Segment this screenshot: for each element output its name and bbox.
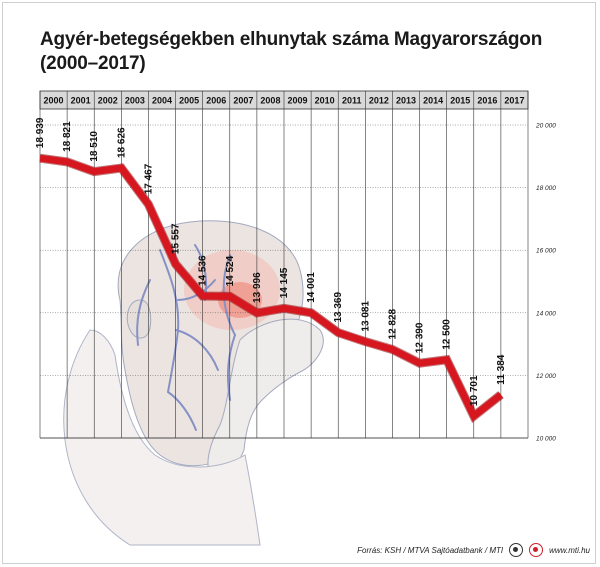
data-label: 18 939 [35,117,46,148]
x-tick-label: 2001 [71,96,91,106]
footer: Forrás: KSH / MTVA Sajtóadatbank / MTI w… [357,541,590,559]
website-link[interactable]: www.mti.hu [549,545,590,555]
data-label: 17 467 [143,163,154,194]
data-label: 14 524 [225,255,236,286]
data-label: 14 536 [198,255,209,286]
x-axis: 2000 2001 2002 2003 2004 2005 2006 2007 2008 2009… [44,96,525,106]
y-tick-label: 12 000 [536,373,556,380]
x-tick-label: 2004 [152,96,172,106]
data-label: 18 510 [89,131,100,162]
x-tick-label: 2011 [342,96,362,106]
y-tick-label: 18 000 [536,185,556,192]
x-tick-label: 2003 [125,96,145,106]
x-tick-label: 2009 [288,96,308,106]
x-tick-label: 2015 [450,96,470,106]
data-label: 18 626 [116,127,127,158]
x-tick-label: 2013 [396,96,416,106]
data-label: 14 145 [279,267,290,298]
x-tick-label: 2016 [477,96,497,106]
x-tick-label: 2010 [315,96,335,106]
data-label: 18 821 [62,121,73,152]
data-label: 12 828 [387,308,398,339]
data-labels: 18 939 18 821 18 510 18 626 17 467 15 557 14 5… [35,117,507,406]
data-label: 13 369 [333,292,344,323]
x-tick-label: 2006 [206,96,226,106]
series-line [39,153,504,424]
x-tick-label: 2014 [423,96,443,106]
y-tick-label: 14 000 [536,310,556,317]
mtva-logo [509,543,524,557]
x-tick-label: 2002 [98,96,118,106]
y-tick-label: 16 000 [536,248,556,255]
y-tick-label: 20 000 [535,123,556,130]
data-label: 12 500 [442,319,453,350]
data-label: 14 001 [306,272,317,303]
data-label: 10 701 [469,375,480,406]
data-label: 11 384 [496,354,507,384]
shoulder-silhouette [63,329,261,546]
data-label: 13 996 [252,272,263,303]
arm-silhouette [207,318,324,478]
ear-silhouette [126,299,152,339]
y-tick-label: 10 000 [536,436,556,443]
data-label: 15 557 [171,223,182,254]
x-tick-label: 2005 [179,96,199,106]
x-tick-label: 2000 [44,96,64,106]
data-label: 12 390 [415,322,426,353]
chart-title: Agyér-betegségekben elhunytak száma Magy… [40,29,543,74]
mti-logo [529,543,544,557]
x-tick-label: 2008 [260,96,280,106]
source-note: Forrás: KSH / MTVA Sajtóadatbank / MTI [357,545,504,555]
data-label: 13 081 [360,301,371,332]
x-tick-label: 2007 [233,96,253,106]
series-line-path [39,154,504,422]
x-tick-label: 2017 [504,96,524,106]
x-tick-label: 2012 [369,96,389,106]
y-axis: 10 000 12 000 14 000 16 000 18 000 20 000 [535,123,556,443]
